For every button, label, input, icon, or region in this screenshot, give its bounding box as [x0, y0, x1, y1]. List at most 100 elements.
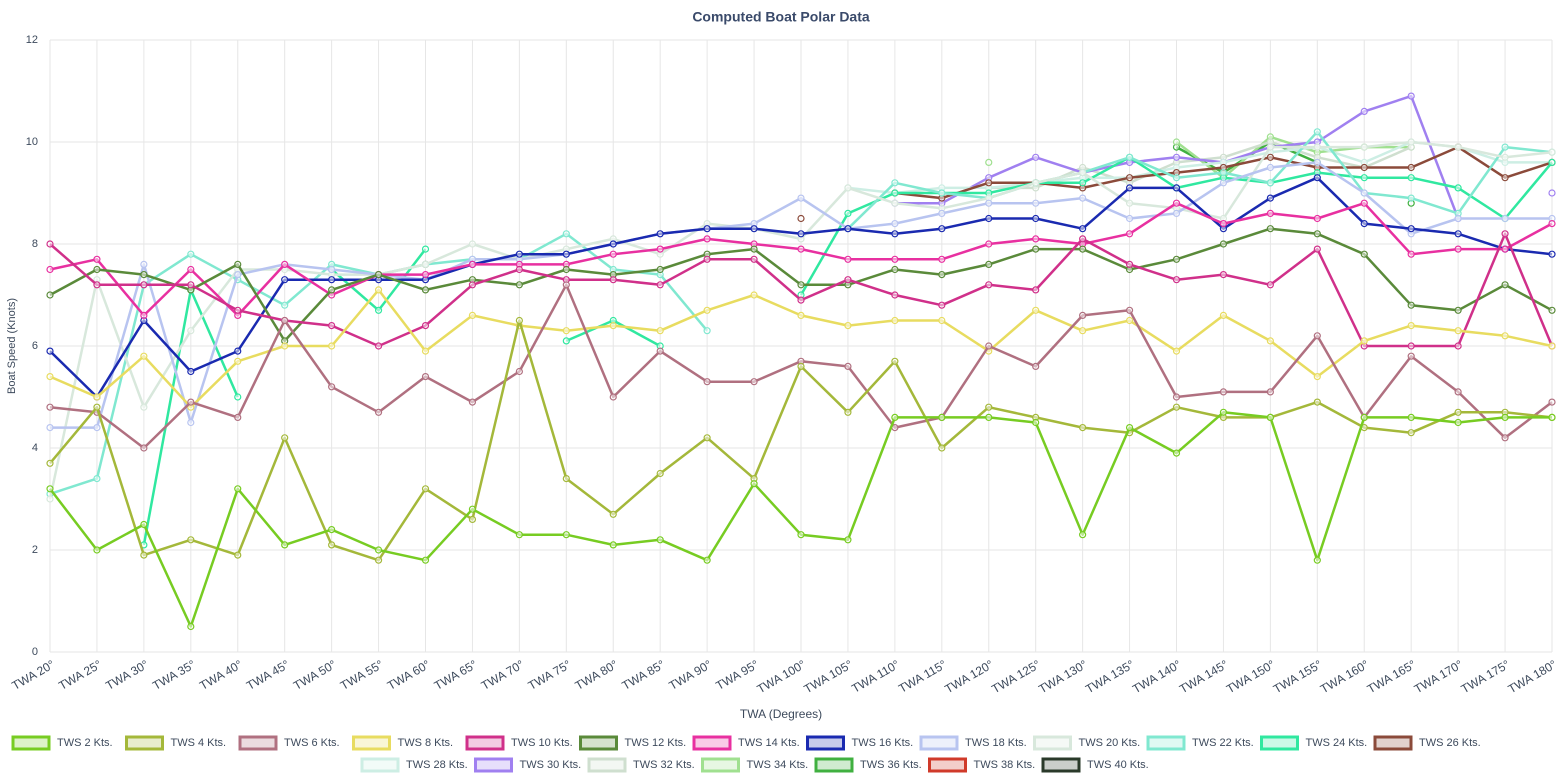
data-point	[797, 296, 805, 304]
data-point	[46, 495, 54, 503]
data-point	[328, 525, 336, 534]
data-point	[1501, 143, 1509, 151]
x-tick-label: TWA 130°	[1036, 657, 1090, 696]
data-point	[1172, 209, 1181, 217]
data-point	[609, 393, 617, 401]
data-point	[1548, 250, 1556, 258]
data-point	[421, 286, 430, 294]
data-point	[1360, 220, 1368, 228]
data-point	[468, 311, 477, 319]
data-point	[1360, 250, 1368, 258]
data-point	[844, 362, 852, 370]
legend-label: TWS 20 Kts.	[1079, 737, 1141, 749]
data-point	[468, 240, 477, 248]
legend-swatch	[692, 735, 732, 751]
data-point	[328, 276, 336, 284]
data-point	[46, 347, 54, 355]
data-point	[1032, 362, 1040, 370]
data-point	[328, 383, 336, 391]
data-point	[187, 250, 195, 258]
data-point	[1079, 245, 1087, 253]
data-point	[703, 556, 711, 564]
data-point	[1219, 311, 1228, 319]
data-point	[656, 536, 664, 544]
series	[46, 158, 1556, 432]
data-point	[750, 480, 758, 488]
data-point	[1032, 306, 1040, 314]
data-point	[46, 373, 54, 381]
data-point	[1125, 316, 1134, 325]
data-point	[1079, 225, 1087, 233]
data-point	[234, 260, 242, 268]
data-point	[281, 434, 289, 442]
data-point	[1501, 281, 1509, 289]
data-point	[703, 255, 711, 263]
data-point	[1219, 240, 1228, 248]
data-point	[1125, 153, 1134, 161]
data-point	[1454, 245, 1462, 253]
x-tick-label: TWA 165°	[1365, 657, 1419, 696]
data-point	[374, 546, 383, 554]
data-point	[1501, 214, 1509, 223]
data-point	[938, 413, 946, 421]
data-point	[1125, 424, 1134, 432]
data-point	[1407, 301, 1415, 309]
data-point	[140, 551, 148, 559]
data-point	[703, 225, 711, 233]
x-tick-label: TWA 100°	[755, 657, 809, 696]
data-point	[1125, 199, 1134, 207]
data-point	[93, 265, 101, 274]
data-point	[1125, 174, 1134, 182]
data-point	[985, 260, 993, 268]
data-point	[609, 510, 617, 518]
data-point	[468, 281, 477, 289]
data-point	[1360, 174, 1368, 182]
data-point	[421, 322, 430, 330]
data-point	[421, 556, 430, 564]
data-point	[1548, 342, 1556, 350]
data-point	[515, 281, 523, 289]
legend-swatch	[125, 735, 164, 751]
legend-label: TWS 40 Kts.	[1087, 759, 1149, 771]
data-point	[1219, 408, 1228, 416]
data-point	[844, 184, 852, 192]
x-tick-label: TWA 35°	[150, 657, 198, 693]
y-tick-label: 8	[32, 238, 38, 250]
data-point	[844, 536, 852, 544]
data-point	[93, 424, 101, 432]
legend-swatch	[701, 757, 740, 773]
data-point	[1360, 189, 1368, 197]
data-point	[1454, 408, 1462, 416]
data-point	[1454, 230, 1462, 238]
data-point	[1313, 332, 1321, 340]
data-point	[1219, 271, 1228, 279]
data-point	[46, 424, 54, 432]
data-point	[374, 408, 383, 416]
data-point	[562, 265, 570, 274]
legend-label: TWS 6 Kts.	[284, 737, 340, 749]
legend-swatch	[360, 757, 400, 773]
data-point	[468, 260, 477, 268]
data-point	[985, 403, 993, 411]
data-point	[328, 286, 336, 294]
x-tick-label: TWA 70°	[479, 657, 527, 693]
data-point	[891, 357, 899, 365]
legend-label: TWS 30 Kts.	[520, 759, 582, 771]
data-point	[844, 408, 852, 416]
series	[46, 225, 1556, 345]
y-tick-label: 0	[32, 646, 38, 658]
data-point	[1407, 163, 1415, 172]
x-tick-label: TWA 60°	[385, 657, 433, 693]
x-tick-label: TWA 40°	[197, 657, 245, 693]
x-tick-label: TWA 20°	[9, 657, 57, 693]
legend-swatch	[465, 735, 505, 751]
y-axis-label: Boat Speed (Knots)	[6, 298, 18, 394]
x-tick-label: TWA 150°	[1224, 657, 1278, 696]
data-point	[750, 255, 758, 263]
x-tick-label: TWA 80°	[573, 657, 621, 693]
series	[46, 281, 1556, 452]
data-point	[891, 265, 899, 274]
data-point	[281, 541, 289, 549]
data-point	[797, 362, 805, 370]
data-point	[93, 281, 101, 289]
